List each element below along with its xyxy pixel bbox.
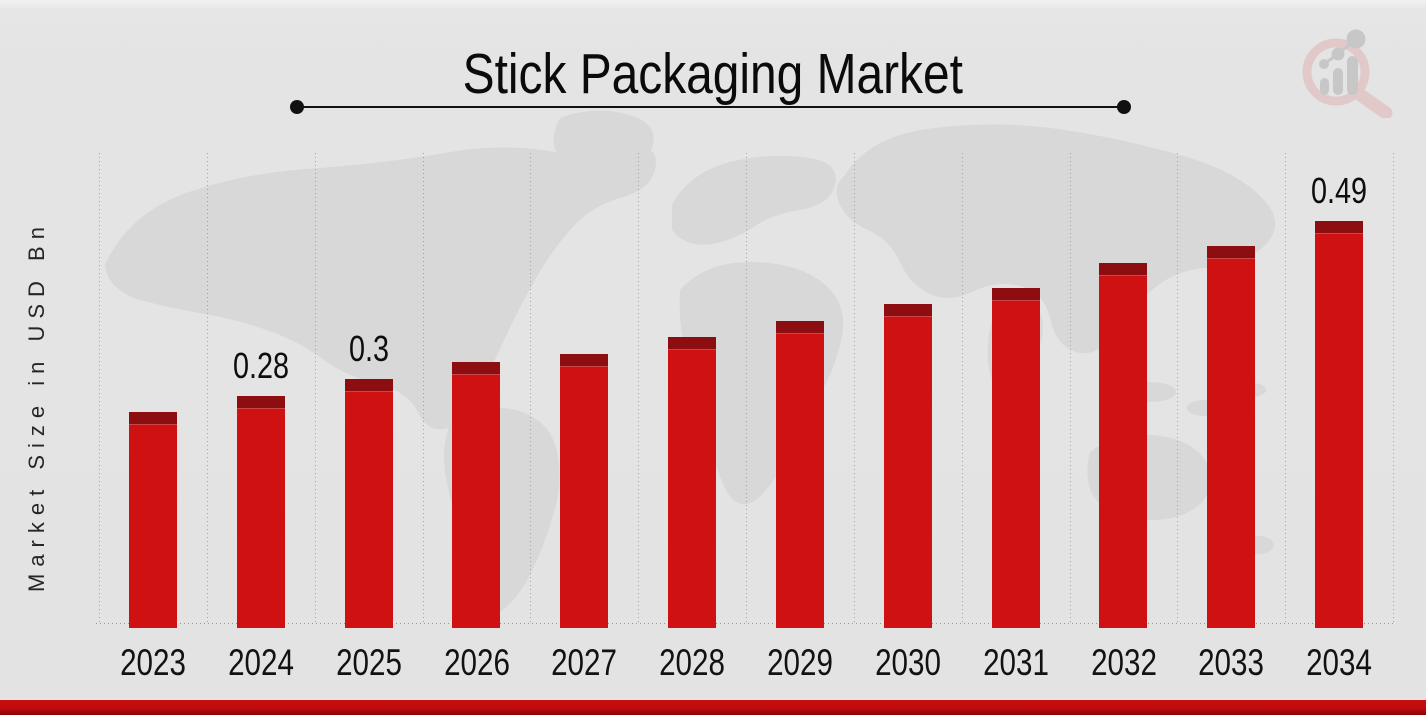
gridline [99,153,100,623]
y-axis-label: Market Size in USD Bn [24,220,49,592]
x-axis-baseline [96,623,1396,624]
magnifier-growth-chart-icon [1302,29,1393,120]
bar-cap [668,337,716,350]
gridline [207,153,208,623]
underline-left-dot [290,100,304,114]
x-tick-label-2023: 2023 [120,642,186,683]
bar-2026 [452,362,500,628]
bar-cap [237,396,285,409]
bar-cap [452,362,500,375]
bar-value-label-2024: 0.28 [232,345,290,386]
gridline [746,153,747,623]
page-title-text: Stick Packaging Market [462,42,964,106]
x-tick-label-2031: 2031 [983,642,1049,683]
bar-cap [129,412,177,425]
bar-cap [1315,221,1363,234]
bar-2023 [129,412,177,628]
bar-2033 [1207,246,1255,628]
bottom-accent-bar [0,700,1426,715]
bar-cap [345,379,393,392]
gridline [423,153,424,623]
x-tick-label-2028: 2028 [659,642,725,683]
bar-2025 [345,379,393,628]
bar-2030 [884,304,932,628]
bar-2032 [1099,263,1147,628]
x-tick-label-2032: 2032 [1091,642,1157,683]
gridline [1070,153,1071,623]
bar-2029 [776,321,824,628]
bar-2024 [237,396,285,628]
bar-2034 [1315,221,1363,628]
brand-logo [1296,24,1416,120]
gridline [1177,153,1178,623]
title-underline [290,100,1131,114]
bar-2027 [560,354,608,628]
gridline [1393,153,1394,623]
x-tick-label-2027: 2027 [551,642,617,683]
underline-right-dot [1117,100,1131,114]
x-tick-label-2025: 2025 [336,642,402,683]
x-tick-label-2026: 2026 [444,642,510,683]
gridline [962,153,963,623]
bar-2031 [992,288,1040,628]
gridline [530,153,531,623]
bar-cap [776,321,824,334]
page-title: Stick Packaging Market [0,42,1426,106]
x-tick-label-2034: 2034 [1306,642,1372,683]
gridline [315,153,316,623]
x-tick-label-2033: 2033 [1198,642,1264,683]
bar-cap [1207,246,1255,259]
x-tick-label-2024: 2024 [228,642,294,683]
bar-cap [884,304,932,317]
gridline [854,153,855,623]
gridline [1285,153,1286,623]
bar-2028 [668,337,716,628]
x-tick-label-2030: 2030 [875,642,941,683]
bar-cap [992,288,1040,301]
x-tick-label-2029: 2029 [767,642,833,683]
gridline [638,153,639,623]
bar-value-label-2025: 0.3 [348,328,390,369]
bar-cap [1099,263,1147,276]
bar-value-label-2034: 0.49 [1310,170,1368,211]
bar-cap [560,354,608,367]
